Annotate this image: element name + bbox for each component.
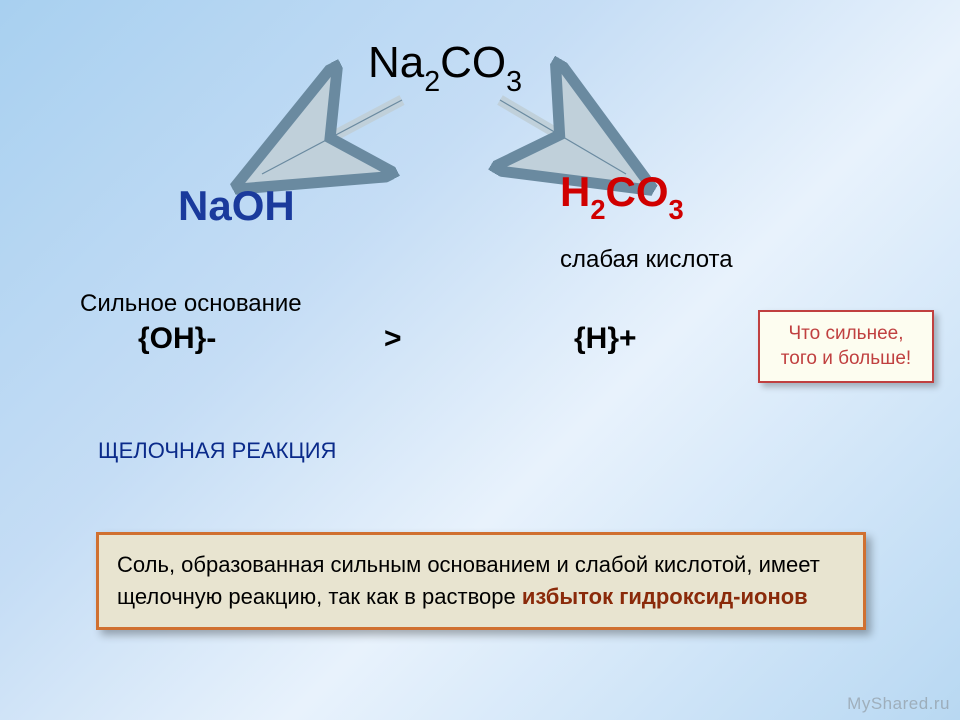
callout-box: Что сильнее, того и больше! (758, 310, 934, 383)
summary-highlight: избыток гидроксид-ионов (522, 584, 808, 609)
weak-acid-label: слабая кислота (560, 246, 733, 274)
callout-line1: Что сильнее, (788, 323, 903, 344)
naoh-formula: NaOH (178, 182, 295, 230)
oh-ion: {OH}- (138, 322, 216, 356)
h2co3-formula: H2CO3 (560, 168, 684, 222)
summary-box: Соль, образованная сильным основанием и … (96, 532, 866, 630)
watermark: MyShared.ru (847, 694, 950, 714)
callout-line2: того и больше! (781, 348, 911, 369)
naoh-text: NaOH (178, 182, 295, 229)
strong-base-label: Сильное основание (80, 290, 302, 318)
gt-symbol: > (384, 322, 402, 356)
h-ion: {H}+ (574, 322, 637, 356)
alkaline-reaction-label: ЩЕЛОЧНАЯ РЕАКЦИЯ (98, 438, 336, 464)
